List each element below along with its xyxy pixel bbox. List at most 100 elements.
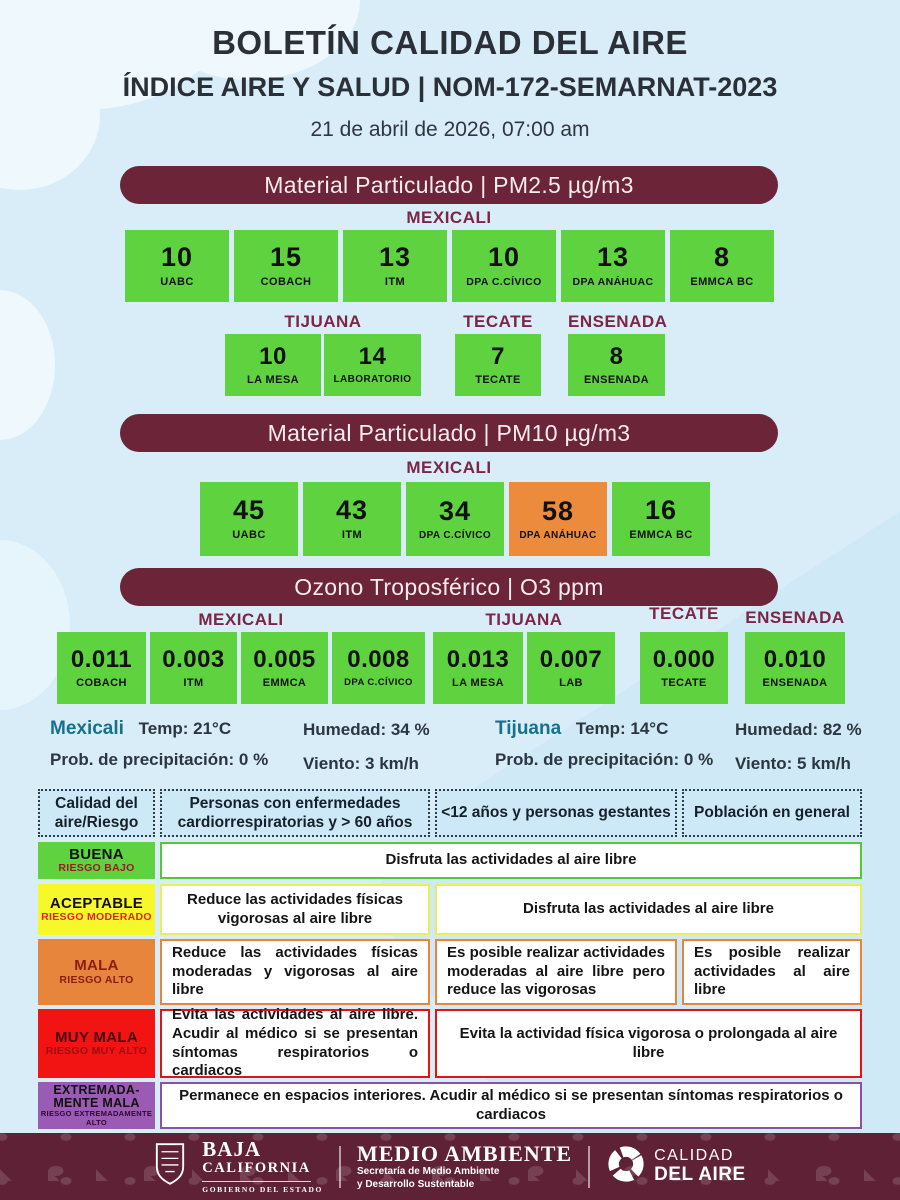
station-value: 0.005 [253,645,316,673]
city-label-tecate: TECATE [463,312,533,331]
table-header-children: <12 años y personas gestantes [435,789,677,837]
station-name: COBACH [76,676,127,689]
station-card: 10 LA MESA [225,334,321,396]
station-name: DPA C.CÍVICO [418,529,492,541]
weather-mexicali-line1: Mexicali Temp: 21°C [50,718,231,740]
station-card: 0.007 LAB [527,632,615,704]
station-value: 7 [491,342,505,370]
station-card: 0.011 COBACH [57,632,146,704]
station-name: EMMCA [262,676,307,689]
city-label-mexicali: MEXICALI [406,458,492,477]
weather-temp: Temp: 21°C [138,719,232,738]
weather-temp: Temp: 14°C [575,719,669,738]
station-card: 7 TECATE [455,334,541,396]
risk-advice: Evita la actividad física vigorosa o pro… [435,1009,862,1078]
risk-label-mala: MALA RIESGO ALTO [38,939,155,1005]
station-name: TECATE [661,676,707,689]
station-name: UABC [232,529,266,541]
station-card: 8 ENSENADA [568,334,665,396]
station-value: 0.007 [539,645,603,673]
station-value: 58 [541,495,575,526]
station-value: 0.010 [763,645,827,673]
station-card: 43 ITM [303,482,401,556]
weather-wind: Viento: 3 km/h [303,754,419,773]
station-name: TECATE [475,373,521,386]
section-header-pm25: Material Particulado | PM2.5 µg/m3 [120,166,778,204]
risk-title: ACEPTABLE [49,894,144,912]
station-name: DPA ANÁHUAC [519,529,597,541]
city-label-tijuana: TIJUANA [485,610,563,629]
station-name: UABC [160,276,194,288]
station-name: LA MESA [452,676,504,689]
risk-title: MUY MALA [55,1028,138,1046]
station-value: 8 [609,342,624,370]
calidad-del-aire-ring-icon [606,1144,646,1189]
state-government-label: GOBIERNO DEL ESTADO [202,1184,323,1194]
station-value: 10 [259,342,287,370]
city-label-ensenada: ENSENADA [745,608,845,627]
bulletin-date: 21 de abril de 2026, 07:00 am [310,118,590,141]
weather-tijuana-line1: Tijuana Temp: 14°C [495,718,668,740]
weather-city: Tijuana [495,718,562,739]
station-value: 13 [378,242,412,272]
program-logo: CALIDAD DEL AIRE [606,1144,746,1189]
station-card: 10 DPA C.CÍVICO [452,230,556,302]
station-card: 0.013 LA MESA [433,632,523,704]
weather-humidity: Humedad: 34 % [303,720,430,739]
weather-city: Mexicali [50,718,124,739]
risk-advice: Es posible realizar actividades al aire … [682,939,862,1005]
station-value: 0.003 [162,645,225,673]
station-value: 13 [596,242,630,272]
city-label-mexicali: MEXICALI [198,610,284,629]
ministry-logo: MEDIO AMBIENTE Secretaría de Medio Ambie… [356,1141,572,1191]
risk-title: EXTREMADA- [53,1082,140,1097]
station-name: ITM [183,676,204,689]
station-name: ITM [384,276,406,288]
station-card: 13 ITM [343,230,447,302]
station-card: 10 UABC [125,230,229,302]
station-name: EMMCA BC [690,276,754,288]
state-name-line2: CALIFORNIA [202,1160,311,1182]
risk-title: MALA [74,957,119,975]
station-card: 14 LABORATORIO [324,334,421,396]
station-value: 0.008 [347,646,410,673]
station-value: 45 [232,495,266,525]
station-name: ENSENADA [762,676,828,689]
ministry-subtitle-line1: Secretaría de Medio Ambiente [356,1166,500,1178]
risk-label-buena: BUENA RIESGO BAJO [38,842,155,879]
table-header-cardio: Personas con enfermedades cardiorrespira… [160,789,430,837]
city-label-ensenada: ENSENADA [568,312,668,331]
station-name: DPA C.CÍVICO [466,276,542,288]
station-card: 15 COBACH [234,230,338,302]
station-value: 10 [487,242,521,272]
weather-wind: Viento: 5 km/h [735,754,851,773]
risk-title: MENTE MALA [53,1095,140,1110]
station-card: 0.003 ITM [150,632,237,704]
risk-label-aceptable: ACEPTABLE RIESGO MODERADO [38,884,155,935]
risk-advice: Permanece en espacios interiores. Acudir… [160,1082,862,1129]
station-value: 34 [438,495,472,526]
station-name: EMMCA BC [629,529,693,541]
risk-label-muy-mala: MUY MALA RIESGO MUY ALTO [38,1009,155,1078]
station-value: 43 [335,495,369,525]
station-name: ENSENADA [584,373,649,386]
table-header-quality: Calidad del aire/Riesgo [38,789,155,837]
risk-advice: Evita las actividades al aire libre. Acu… [160,1006,430,1079]
station-name: LABORATORIO [333,374,412,385]
program-name-line1: CALIDAD [654,1147,734,1165]
station-value: 14 [358,343,387,370]
footer-divider [338,1145,341,1188]
section-header-o3: Ozono Troposférico | O3 ppm [120,568,778,606]
city-label-tijuana: TIJUANA [284,312,362,331]
weather-humidity: Humedad: 82 % [735,720,862,739]
risk-advice: Disfruta las actividades al aire libre [435,884,862,935]
city-label-tecate: TECATE [649,604,719,623]
state-name-line1: BAJA [202,1137,262,1162]
station-name: LAB [559,676,583,689]
table-header-general: Población en general [682,789,862,837]
station-card: 0.008 DPA C.CÍVICO [332,632,425,704]
state-logo: BAJA CALIFORNIA GOBIERNO DEL ESTADO [202,1137,323,1194]
page-subtitle: ÍNDICE AIRE Y SALUD | NOM-172-SEMARNAT-2… [122,72,778,102]
station-card: 34 DPA C.CÍVICO [406,482,504,556]
risk-subtitle: RIESGO BAJO [58,862,135,875]
